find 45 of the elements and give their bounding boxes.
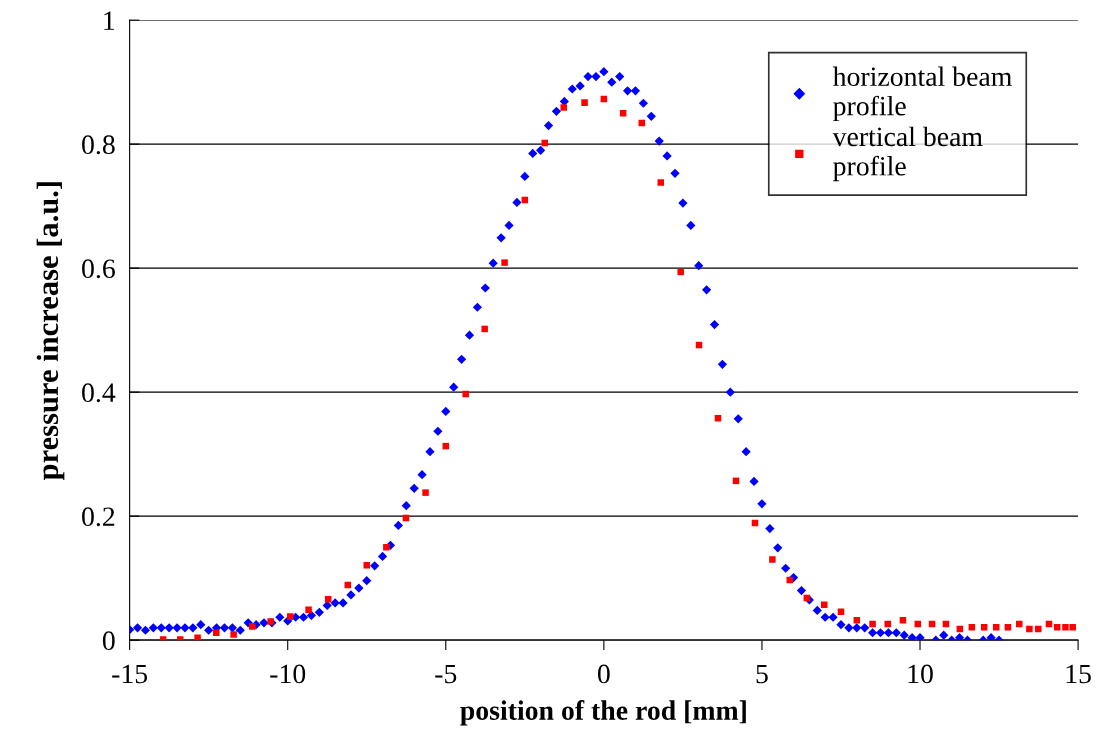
point: [581, 99, 588, 106]
y-tick-label: 0.6: [82, 259, 115, 279]
point: [1069, 623, 1076, 631]
x-axis-title: position of the rod [mm]: [460, 700, 746, 726]
x-tick-label: 5: [756, 664, 768, 684]
point: [899, 617, 907, 624]
point: [1034, 625, 1042, 633]
point: [837, 608, 845, 615]
x-tick-label: 0: [597, 664, 610, 684]
point: [383, 543, 390, 551]
point: [363, 561, 371, 569]
point: [853, 617, 861, 624]
y-tick-label: 0.8: [82, 135, 115, 155]
point: [305, 606, 312, 614]
point: [769, 556, 776, 563]
point: [481, 325, 488, 333]
x-tick-label: -10: [270, 664, 306, 684]
point: [541, 139, 548, 147]
point: [422, 489, 429, 496]
y-tick-label: 0.4: [82, 383, 116, 403]
point: [1062, 623, 1069, 631]
point: [230, 631, 237, 638]
x-tick-label: 15: [1066, 664, 1091, 684]
legend-label: vertical beam profile: [832, 126, 983, 182]
x-tick-label: -15: [112, 664, 148, 684]
point: [1016, 620, 1023, 628]
point: [501, 259, 508, 266]
point: [462, 390, 469, 398]
y-tick-label: 1: [104, 11, 115, 30]
point: [1026, 625, 1033, 633]
y-tick-label: 0.2: [82, 507, 115, 527]
y-tick-label: 0: [102, 631, 115, 651]
x-tick-label: -5: [435, 664, 457, 684]
point: [869, 620, 876, 628]
point: [324, 596, 332, 603]
point: [213, 629, 220, 636]
x-tick-label: 10: [908, 664, 933, 684]
point: [560, 104, 567, 111]
point: [786, 576, 794, 584]
point: [194, 634, 201, 641]
y-axis-title: pressure increase [a.u.]: [36, 182, 65, 481]
point: [677, 268, 684, 276]
point: [657, 179, 665, 186]
point: [249, 623, 256, 630]
point: [286, 613, 294, 620]
